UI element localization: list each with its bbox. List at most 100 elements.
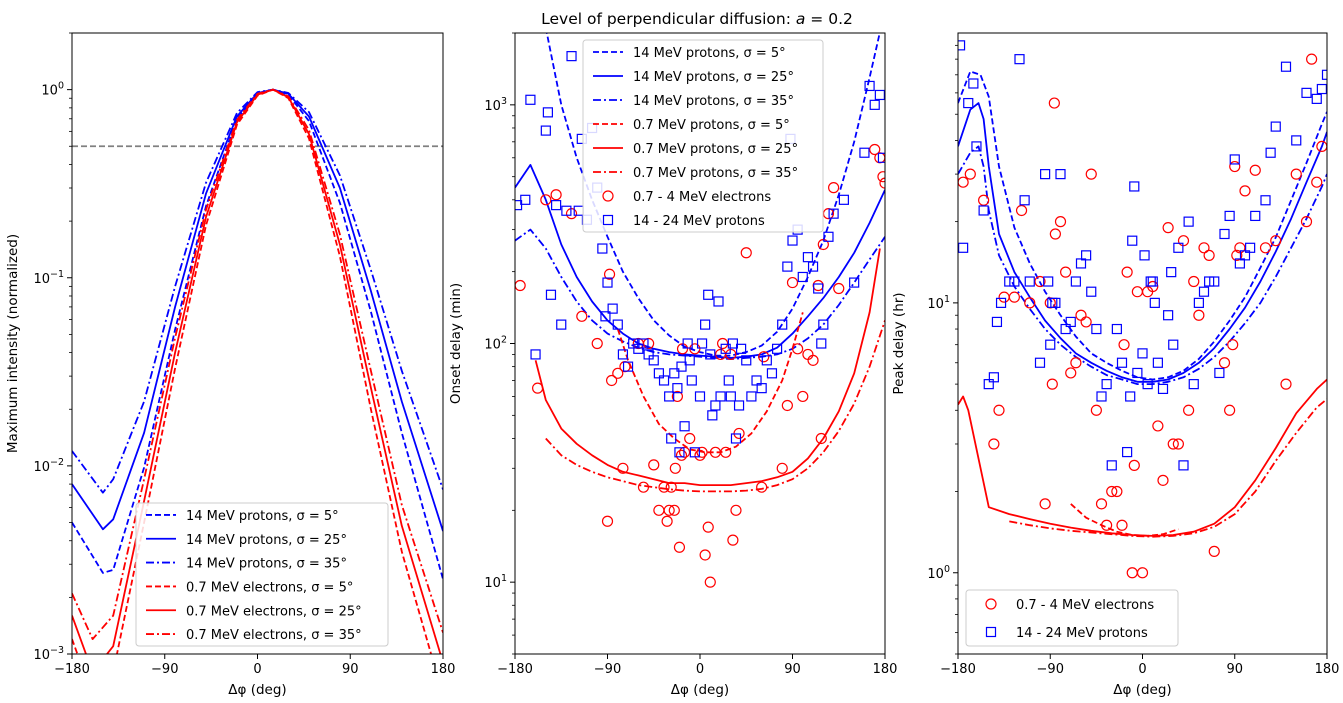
data-point-proton [694, 391, 706, 402]
data-point-electron [1249, 164, 1261, 176]
data-point-proton [551, 200, 562, 211]
data-point-electron [1015, 204, 1028, 217]
data-point-proton [723, 375, 734, 386]
data-point-proton [1265, 147, 1276, 158]
y-axis-label: Peak delay (hr) [891, 292, 907, 394]
data-point-proton [542, 107, 553, 118]
data-point-proton [700, 319, 711, 330]
data-point-proton [1163, 310, 1174, 321]
data-point-proton [540, 125, 551, 136]
data-point-electron [1167, 438, 1179, 450]
legend-label: 14 MeV protons, σ = 35° [186, 557, 347, 572]
y-tick-base: 10 [927, 567, 944, 582]
data-point-proton [1178, 460, 1189, 471]
data-point-proton [703, 289, 714, 300]
data-point-electron [786, 276, 799, 289]
data-point-proton [1122, 446, 1133, 458]
data-point-electron [1054, 216, 1067, 228]
data-point-electron [1198, 242, 1210, 254]
data-point-proton [1229, 154, 1240, 165]
data-point-proton [1081, 250, 1092, 261]
data-point-proton [676, 361, 687, 372]
data-point-proton [658, 375, 670, 386]
data-point-electron [1218, 357, 1231, 369]
legend-label: 14 - 24 MeV protons [633, 214, 765, 229]
data-point-electron [1280, 378, 1292, 390]
data-point-proton [802, 252, 814, 263]
data-point-electron [802, 348, 814, 361]
data-point-proton [1142, 379, 1153, 390]
data-point-proton [730, 433, 742, 444]
data-point-proton [1045, 339, 1056, 350]
x-tick-label: −180 [54, 662, 90, 677]
data-point-proton [1055, 169, 1066, 180]
data-point-proton [995, 297, 1007, 308]
data-point-electron [1080, 316, 1092, 328]
data-point-proton [1004, 276, 1015, 287]
data-point-electron [1095, 498, 1108, 510]
series-line-1 [958, 102, 1327, 383]
data-point-electron [665, 481, 677, 493]
data-point-electron [1183, 404, 1195, 416]
legend: 14 MeV protons, σ = 5° 14 MeV protons, σ … [135, 502, 389, 647]
data-point-electron [1065, 367, 1077, 379]
data-point-proton [877, 152, 885, 163]
data-point-electron [658, 481, 670, 493]
data-point-electron [669, 462, 681, 474]
y-tick-label: 100 [927, 564, 950, 582]
data-point-proton [1291, 135, 1302, 146]
series-line-5 [545, 320, 885, 493]
y-tick-exponent: 0 [944, 564, 950, 575]
data-point-proton [1070, 276, 1081, 287]
data-point-proton [1132, 367, 1143, 379]
y-tick-label: 101 [927, 294, 950, 312]
legend-label: 14 MeV protons, σ = 5° [186, 509, 339, 524]
data-point-proton [756, 383, 767, 394]
legend-label: 0.7 MeV electrons, σ = 25° [186, 604, 362, 619]
data-point-electron [993, 404, 1005, 416]
data-point-proton [715, 391, 726, 402]
data-point-proton [1260, 195, 1271, 206]
data-point-proton [751, 375, 762, 386]
data-point-electron [1224, 404, 1236, 416]
data-point-proton [807, 261, 819, 272]
data-point-electron [1075, 309, 1087, 321]
series-line-2 [515, 228, 885, 360]
data-point-proton [1127, 235, 1138, 246]
data-point-electron [815, 432, 827, 445]
x-tick-label: 180 [873, 662, 898, 677]
data-point-electron [643, 337, 655, 350]
data-point-electron [1024, 297, 1036, 309]
series-line-2 [958, 145, 1327, 385]
data-point-proton [1245, 242, 1256, 253]
data-point-proton [1173, 242, 1184, 253]
legend-frame [582, 39, 824, 233]
series-line-0 [958, 70, 1327, 381]
data-point-proton [612, 319, 623, 330]
data-point-proton [530, 349, 541, 360]
data-point-proton [520, 194, 531, 205]
y-tick-exponent: 1 [501, 573, 507, 584]
data-point-proton [666, 433, 677, 444]
data-point-electron [550, 189, 562, 201]
data-point-electron [1239, 185, 1251, 197]
data-point-proton [1239, 250, 1251, 261]
data-point-proton [720, 343, 731, 354]
data-point-proton [679, 421, 690, 432]
data-point-electron [1290, 168, 1302, 180]
data-point-electron [1231, 249, 1243, 261]
y-tick-exponent: 0 [58, 81, 64, 92]
data-point-proton [1139, 250, 1150, 261]
data-point-proton [1193, 297, 1204, 308]
data-point-proton [978, 205, 989, 216]
data-point-electron [1157, 474, 1169, 486]
legend-label: 0.7 MeV protons, σ = 25° [633, 142, 798, 157]
y-tick-exponent: 1 [944, 294, 950, 305]
data-point-electron [1203, 249, 1215, 261]
data-point-electron [1311, 176, 1323, 188]
data-point-proton [733, 400, 745, 411]
data-point-electron [828, 182, 840, 194]
data-point-proton [713, 296, 724, 307]
